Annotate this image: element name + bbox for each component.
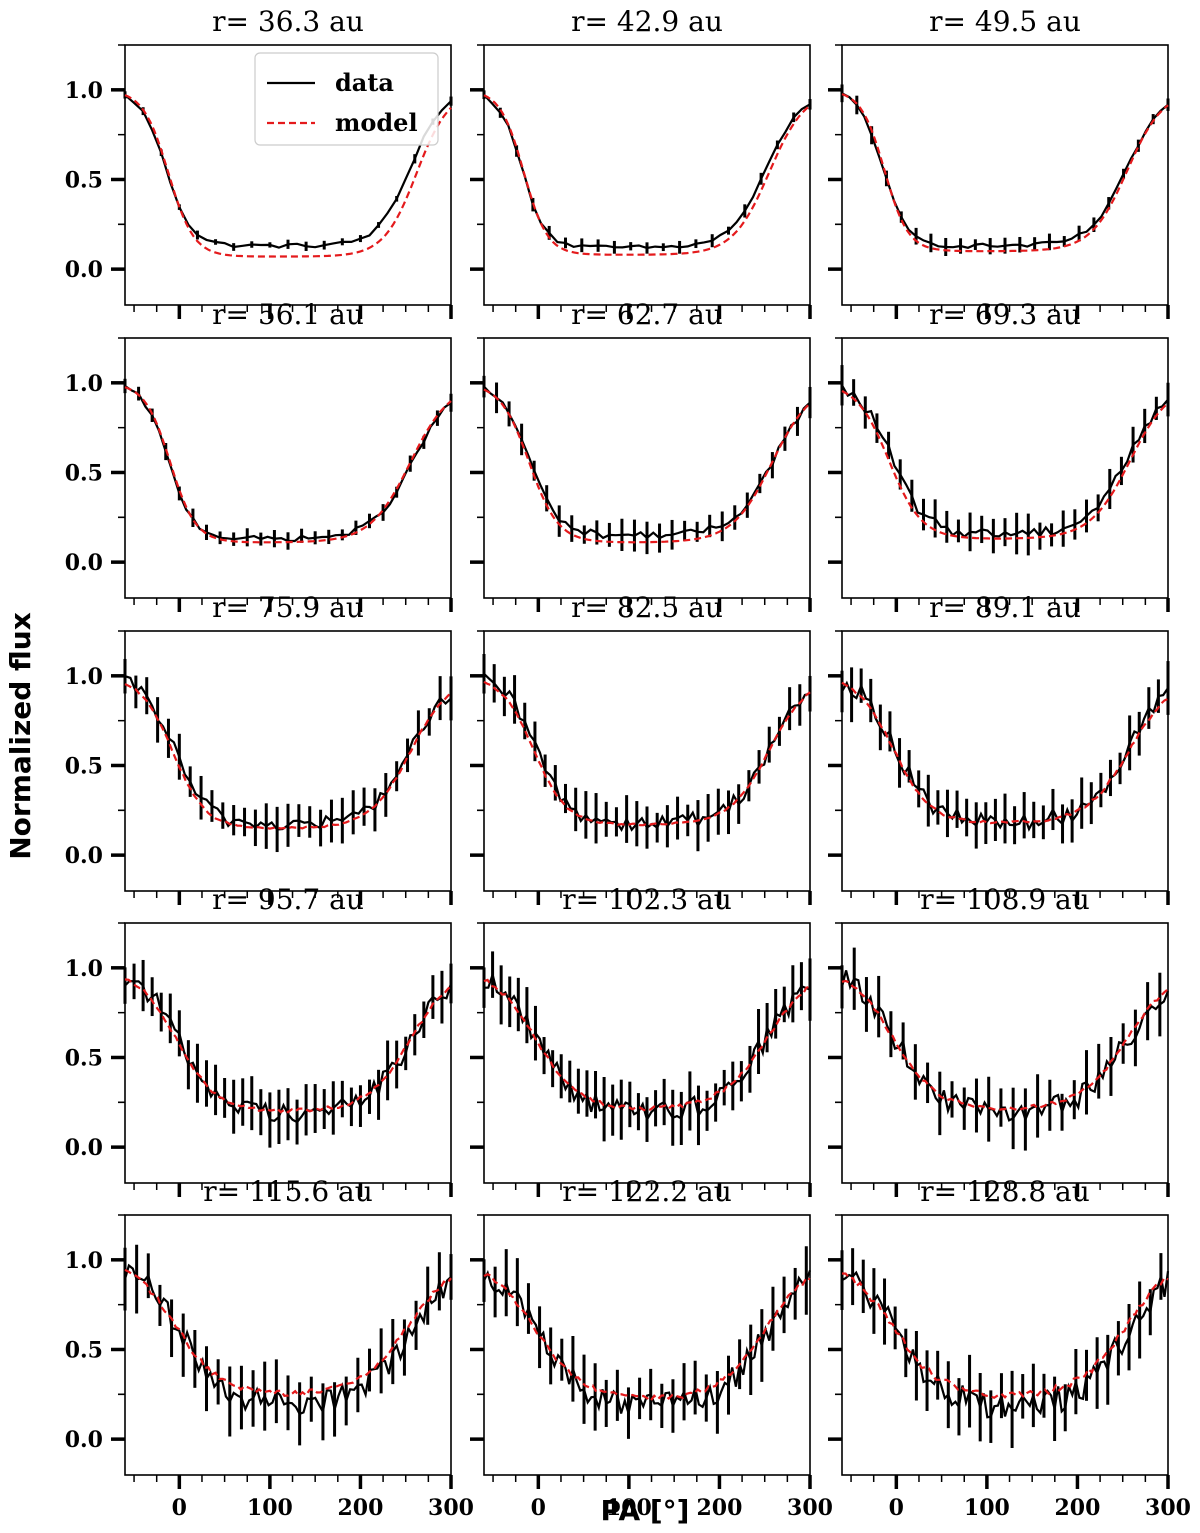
- y-tick-label: 1.0: [65, 1248, 103, 1274]
- panel-title: r= 42.9 au: [571, 5, 723, 38]
- y-tick-label: 1.0: [65, 78, 103, 104]
- panel-frame: [841, 630, 1169, 892]
- model-line: [483, 680, 811, 827]
- panel-12: r= 108.9 au: [828, 883, 1170, 1197]
- y-tick-label: 0.0: [65, 550, 103, 576]
- x-tick-label: 0: [531, 1495, 546, 1521]
- y-tick-label: 0.0: [65, 1427, 103, 1453]
- y-tick-label: 0.5: [65, 1337, 103, 1363]
- x-tick-label: 0: [172, 1495, 187, 1521]
- panel-5: r= 62.7 au: [470, 298, 812, 612]
- panel-1: r= 36.3 au 0.0 0.5 1.0 data model: [65, 5, 453, 319]
- model-line: [124, 94, 452, 258]
- data-line: [123, 1263, 452, 1416]
- panel-frame: [483, 44, 811, 306]
- y-tick-label: 0.0: [65, 843, 103, 869]
- model-line: [841, 390, 1169, 540]
- panel-title: r= 36.3 au: [212, 5, 364, 38]
- y-tick-label: 0.5: [65, 460, 103, 486]
- x-tick-label: 300: [1145, 1495, 1191, 1521]
- panel-title: r= 115.6 au: [203, 1175, 373, 1208]
- data-line: [124, 675, 452, 831]
- x-tick-label: 300: [787, 1495, 833, 1521]
- panel-title: r= 128.8 au: [920, 1175, 1090, 1208]
- panel-7: r= 75.9 au 0.0 0.5 1.0: [65, 591, 453, 905]
- panel-14: r= 122.2 au 0 100 200 300: [470, 1175, 833, 1521]
- x-tick-label: 0: [889, 1495, 904, 1521]
- panel-4: r= 56.1 au 0.0 0.5 1.0: [65, 298, 453, 612]
- x-tick-label: 100: [964, 1495, 1010, 1521]
- panel-frame: [841, 922, 1169, 1184]
- panel-15: r= 128.8 au 0 100 200 300: [828, 1175, 1191, 1521]
- data-line: [841, 1270, 1170, 1419]
- panel-frame: [124, 630, 452, 892]
- panel-frame: [124, 337, 452, 599]
- panel-title: r= 95.7 au: [212, 883, 364, 916]
- x-tick-label: 200: [696, 1495, 742, 1521]
- panel-title: r= 56.1 au: [212, 298, 364, 331]
- legend-label-data: data: [335, 68, 394, 97]
- model-line: [124, 1268, 452, 1398]
- model-line: [483, 94, 811, 256]
- model-line: [124, 683, 452, 830]
- panel-2: r= 42.9 au: [470, 5, 812, 319]
- panel-title: r= 69.3 au: [929, 298, 1081, 331]
- panel-frame: [841, 44, 1169, 306]
- data-line: [483, 385, 811, 540]
- data-line: [840, 970, 1170, 1123]
- y-tick-label: 0.0: [65, 1135, 103, 1161]
- x-tick-label: 100: [247, 1495, 293, 1521]
- panel-title: r= 62.7 au: [571, 298, 723, 331]
- data-line: [483, 1269, 812, 1418]
- panel-frame: [124, 1214, 452, 1476]
- y-tick-label: 1.0: [65, 371, 103, 397]
- data-line: [841, 384, 1169, 539]
- model-line: [841, 93, 1169, 253]
- panel-9: r= 89.1 au: [828, 591, 1170, 905]
- model-line: [483, 388, 811, 544]
- x-tick-label: 200: [337, 1495, 383, 1521]
- model-line: [841, 681, 1169, 825]
- panel-frame: [483, 922, 811, 1184]
- y-tick-label: 0.0: [65, 257, 103, 283]
- panel-title: r= 82.5 au: [571, 591, 723, 624]
- model-line: [124, 386, 452, 544]
- data-line: [841, 92, 1169, 249]
- x-axis-label: PA [°]: [601, 1494, 690, 1527]
- panel-title: r= 75.9 au: [212, 591, 364, 624]
- y-tick-label: 0.5: [65, 753, 103, 779]
- data-line: [483, 673, 811, 832]
- panel-title: r= 102.3 au: [562, 883, 732, 916]
- y-tick-label: 1.0: [65, 664, 103, 690]
- y-axis-label: Normalized flux: [4, 612, 37, 860]
- panel-13: r= 115.6 au 0.0 0.5 1.0 0 100 200 300: [65, 1175, 474, 1521]
- legend-label-model: model: [335, 108, 418, 137]
- x-tick-label: 200: [1054, 1495, 1100, 1521]
- y-tick-label: 1.0: [65, 956, 103, 982]
- y-tick-label: 0.5: [65, 167, 103, 193]
- legend: data model: [254, 52, 439, 146]
- panel-3: r= 49.5 au: [828, 5, 1170, 319]
- x-tick-label: 100: [606, 1495, 652, 1521]
- model-line: [841, 1272, 1169, 1400]
- panel-8: r= 82.5 au: [470, 591, 812, 905]
- panel-11: r= 102.3 au: [470, 883, 812, 1197]
- panel-frame: [483, 630, 811, 892]
- model-line: [124, 978, 452, 1114]
- y-tick-label: 0.5: [65, 1045, 103, 1071]
- data-line: [484, 970, 811, 1123]
- model-line: [483, 1273, 811, 1403]
- panel-6: r= 69.3 au: [828, 298, 1170, 612]
- panels-group: r= 36.3 au 0.0 0.5 1.0 data model r= 42.9 au r=…: [65, 5, 1191, 1521]
- data-line: [124, 979, 453, 1124]
- model-line: [841, 979, 1169, 1112]
- panel-title: r= 122.2 au: [562, 1175, 732, 1208]
- panel-10: r= 95.7 au 0.0 0.5 1.0: [65, 883, 453, 1197]
- panel-title: r= 89.1 au: [929, 591, 1081, 624]
- panel-title: r= 49.5 au: [929, 5, 1081, 38]
- x-tick-label: 300: [428, 1495, 474, 1521]
- panel-title: r= 108.9 au: [920, 883, 1090, 916]
- panel-frame: [483, 337, 811, 599]
